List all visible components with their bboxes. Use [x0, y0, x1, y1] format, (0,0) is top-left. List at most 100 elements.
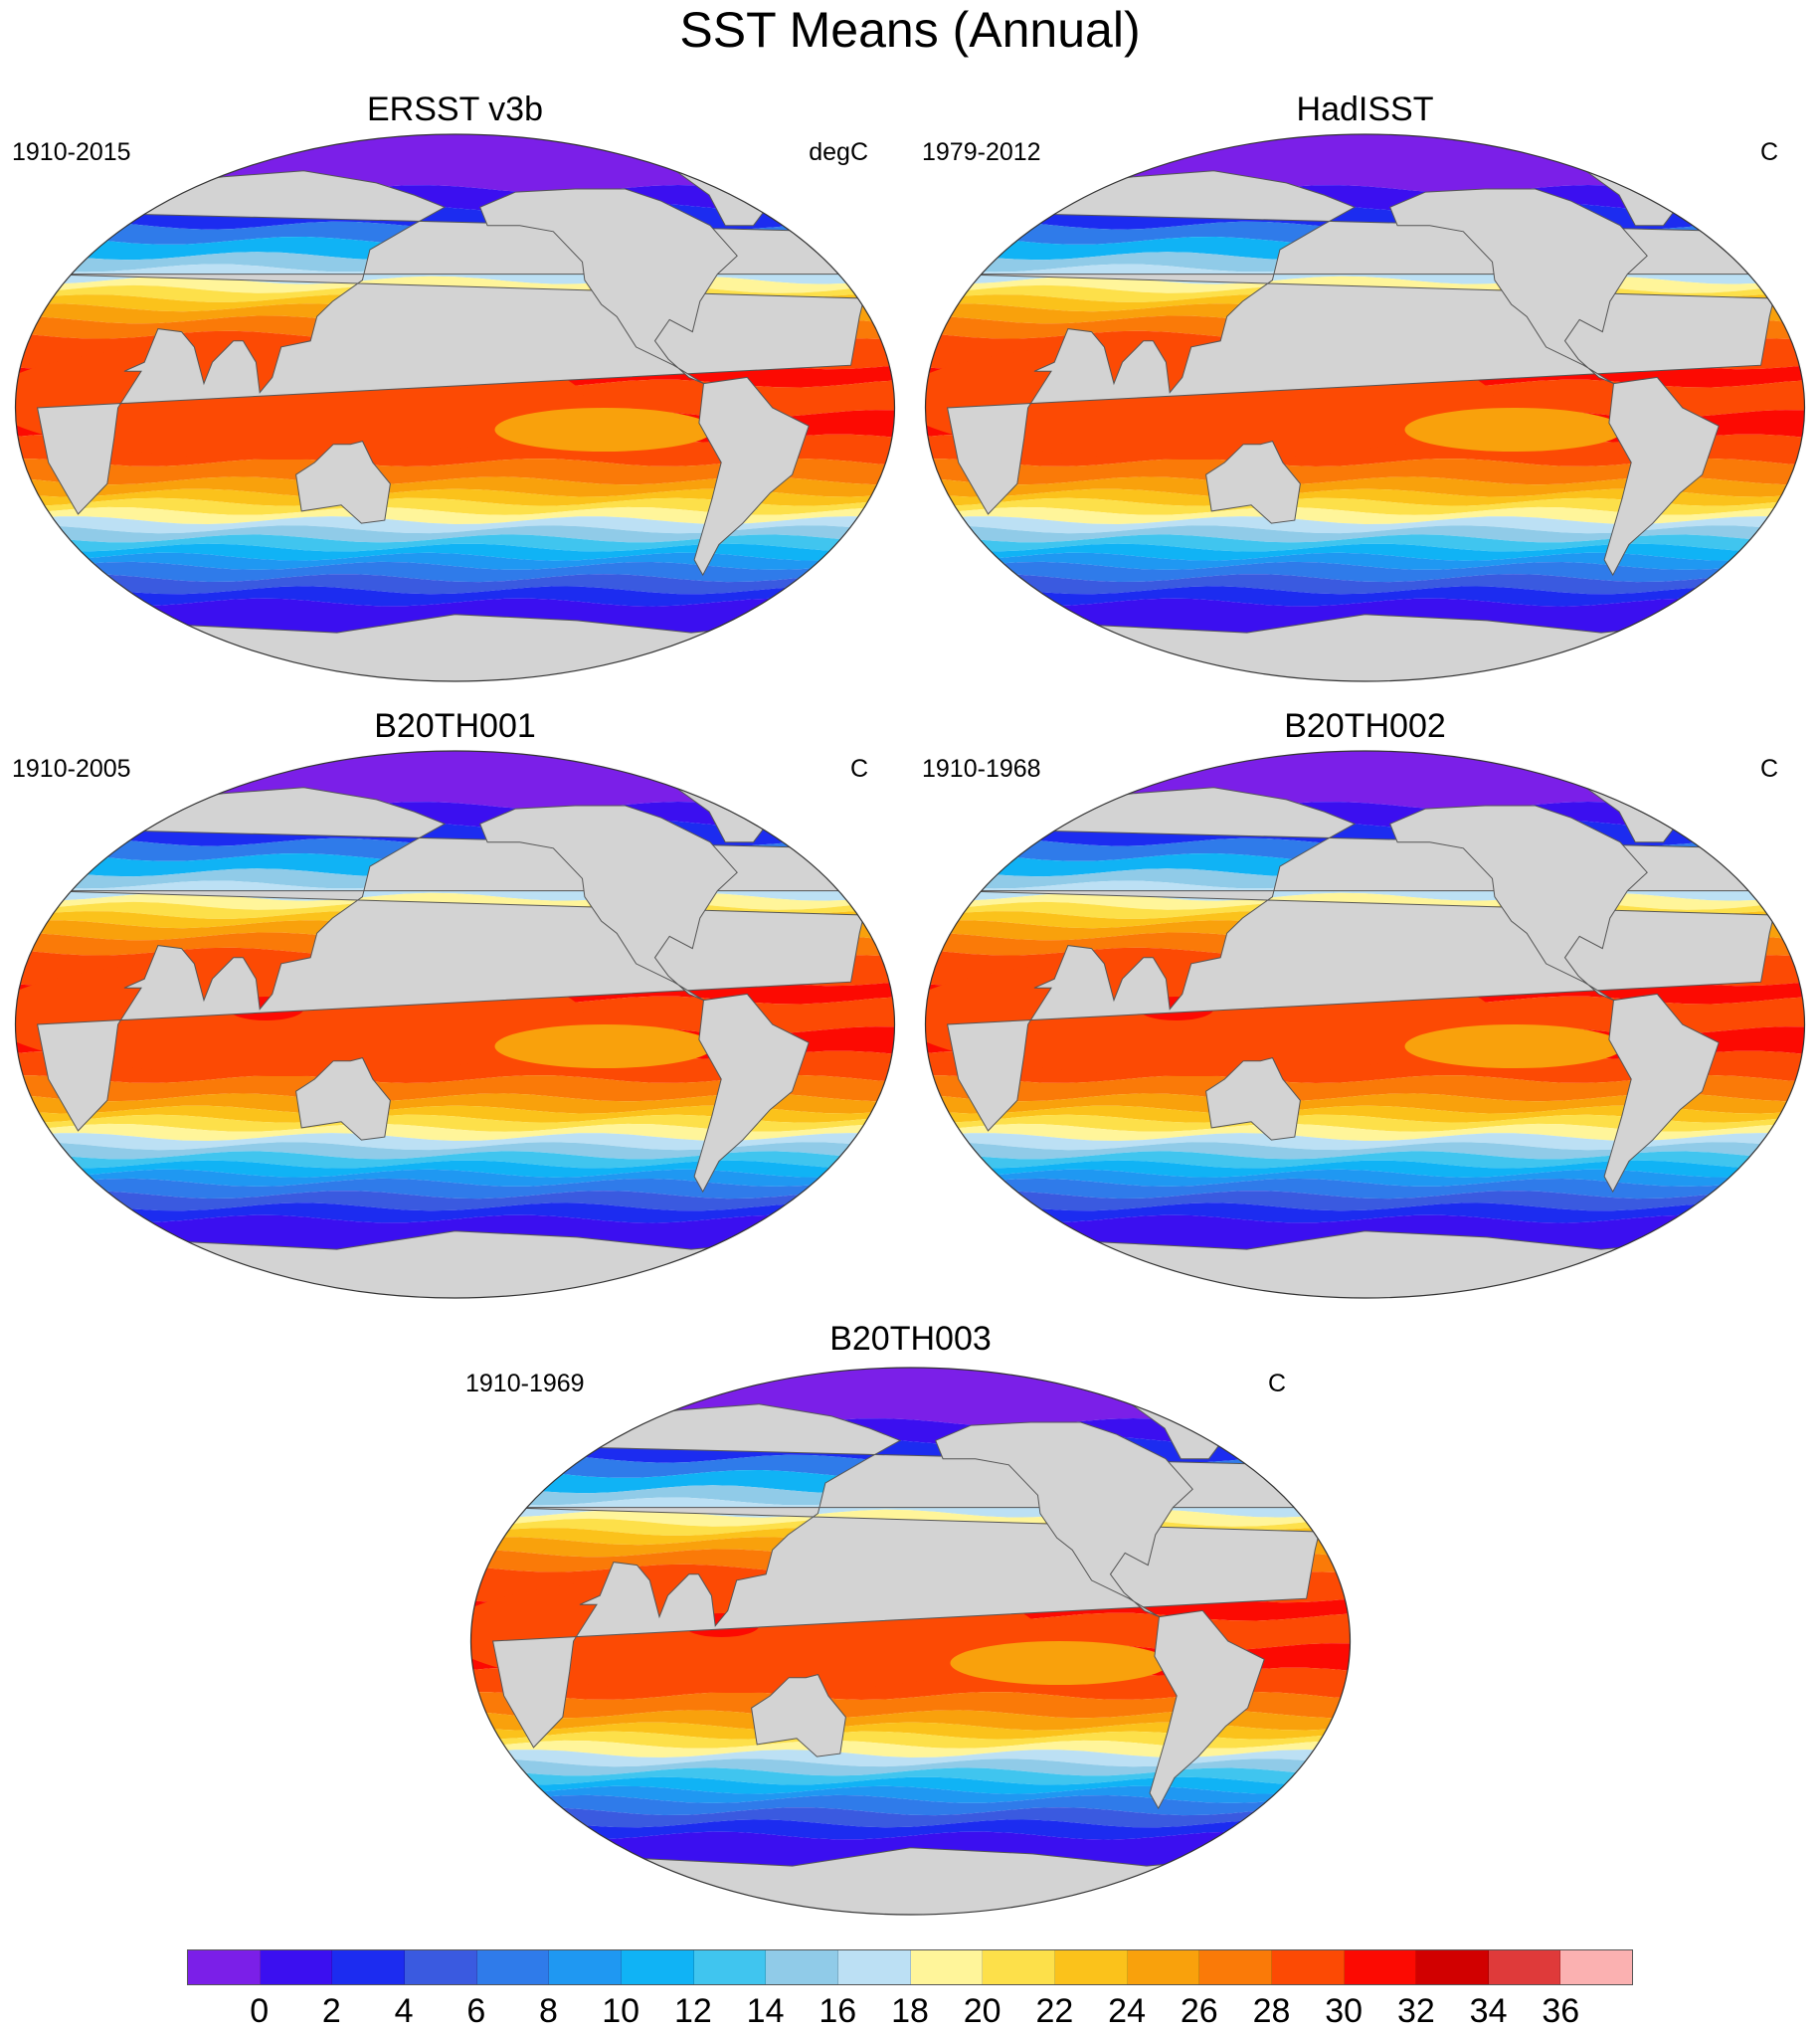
sst-band [15, 525, 895, 543]
sst-band [925, 552, 1805, 570]
land-mass [693, 376, 810, 577]
colorbar-box [404, 1950, 477, 1984]
colorbar-box [1488, 1950, 1561, 1984]
sst-band [15, 459, 895, 485]
sst-band [925, 534, 1805, 552]
sst-map [924, 133, 1806, 682]
panel-title: B20TH002 [1284, 707, 1446, 745]
colorbar-tick-label: 18 [891, 1992, 929, 2030]
land-mass [295, 1057, 391, 1141]
sst-band [15, 506, 895, 524]
cold-tongue [494, 408, 714, 452]
sst-band [15, 1114, 895, 1132]
sst-band [15, 1133, 895, 1151]
sst-band [925, 185, 1805, 212]
colorbar-tick-label: 12 [673, 1992, 712, 2030]
land-mass [1389, 188, 1648, 385]
colorbar-box [766, 1950, 838, 1984]
colorbar-box [1560, 1950, 1633, 1984]
sst-band [925, 543, 1805, 561]
land-mass [479, 805, 738, 1002]
sst-band [15, 497, 895, 515]
colorbar-box [693, 1950, 767, 1984]
land-mass [1149, 1609, 1265, 1810]
map-panel-ersst: ERSST v3b 1910-2015 degC [0, 0, 910, 682]
sst-band [15, 561, 895, 583]
sst-band [15, 543, 895, 561]
colorbar-box [983, 1950, 1055, 1984]
land-mass [1603, 993, 1720, 1194]
sst-band [470, 1418, 1351, 1445]
sst-band [470, 1819, 1351, 1840]
land-mass [295, 441, 391, 524]
sst-band [470, 1776, 1351, 1794]
sst-band [925, 497, 1805, 515]
map-panel-hadisst: HadISST 1979-2012 C [910, 0, 1820, 682]
land-mass [935, 1421, 1193, 1618]
colorbar-tick-label: 36 [1542, 1992, 1580, 2030]
sst-band [15, 1123, 895, 1141]
sst-band [925, 525, 1805, 543]
sst-band [925, 574, 1805, 595]
panel-title: B20TH003 [829, 1320, 992, 1358]
sst-band [15, 1142, 895, 1160]
sst-band [925, 488, 1805, 506]
sst-band [15, 586, 895, 607]
sst-band [15, 1169, 895, 1187]
sst-band [470, 1750, 1351, 1767]
sst-band [15, 1151, 895, 1169]
sst-band [925, 506, 1805, 524]
colorbar-box [549, 1950, 622, 1984]
sst-band [15, 1093, 895, 1114]
panel-title: B20TH001 [374, 707, 536, 745]
sst-band [470, 1740, 1351, 1757]
sst-band [15, 488, 895, 506]
sst-band [925, 1151, 1805, 1169]
colorbar-tick-label: 22 [1035, 1992, 1074, 2030]
sst-map [14, 750, 896, 1299]
sst-band [15, 134, 895, 193]
panel-period: 1910-2015 [12, 138, 131, 166]
colorbar [187, 1949, 1633, 1985]
sst-band [470, 1722, 1351, 1740]
panel-title: HadISST [1296, 91, 1434, 128]
sst-band [925, 1160, 1805, 1178]
colorbar-tick-label: 26 [1180, 1992, 1218, 2030]
sst-band [470, 1794, 1351, 1816]
map-panel-b20th003: B20TH003 1910-1969 C [455, 1233, 1365, 1916]
sst-band [15, 552, 895, 570]
sst-band [925, 1142, 1805, 1160]
cold-tongue [1404, 1024, 1624, 1068]
sst-band [925, 1105, 1805, 1123]
colorbar-box [910, 1950, 984, 1984]
sst-band [470, 1767, 1351, 1785]
colorbar-box [332, 1950, 405, 1984]
colorbar-box [1344, 1950, 1417, 1984]
sst-band [925, 586, 1805, 607]
sst-map [924, 750, 1806, 1299]
sst-band [925, 751, 1805, 810]
sst-band [470, 1731, 1351, 1749]
colorbar-box [1271, 1950, 1345, 1984]
sst-band [925, 459, 1805, 485]
cold-tongue [950, 1641, 1170, 1685]
sst-band [15, 1191, 895, 1211]
panel-units: C [849, 755, 868, 783]
sst-band [925, 802, 1805, 829]
sst-band [925, 516, 1805, 534]
sst-band [470, 1710, 1351, 1731]
colorbar-labels: 0 2 4 6 8 10 12 14 16 18 20 22 24 26 28 30 32 34 36 [187, 1993, 1633, 2029]
sst-band [15, 751, 895, 810]
panel-period: 1979-2012 [922, 138, 1041, 166]
sst-band [925, 1202, 1805, 1223]
sst-band [925, 561, 1805, 583]
colorbar-tick-label: 34 [1469, 1992, 1508, 2030]
colorbar-box [1199, 1950, 1272, 1984]
panel-period: 1910-1969 [465, 1370, 585, 1397]
main-title: SST Means (Annual) [679, 2, 1141, 58]
colorbar-box [260, 1950, 333, 1984]
land-mass [1205, 1057, 1301, 1141]
sst-band [470, 1692, 1351, 1719]
colorbar-tick-label: 32 [1396, 1992, 1435, 2030]
sst-map [14, 133, 896, 682]
